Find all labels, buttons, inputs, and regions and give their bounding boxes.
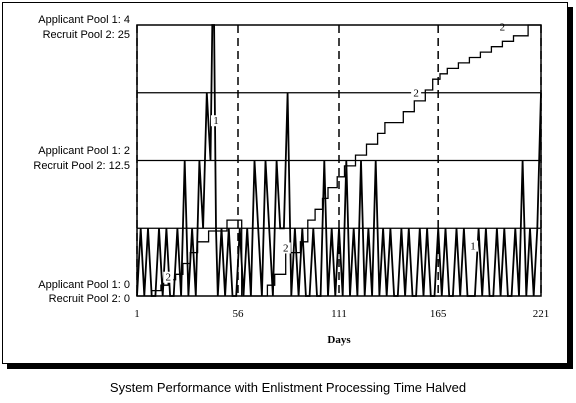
x-axis-label: Days: [327, 334, 351, 346]
x-tick-111: 111: [331, 308, 347, 320]
y-label-mid-applicant: Applicant Pool 1: 2: [38, 145, 130, 157]
series-label-2-5: 2: [413, 87, 419, 99]
series-label-1-2: 1: [470, 241, 476, 253]
series-label-2-6: 2: [500, 21, 506, 33]
series-label-bg-2: [468, 240, 479, 252]
series-label-bg-4: [280, 242, 291, 254]
y-label-bottom-recruit: Recruit Pool 2: 0: [49, 293, 130, 305]
series-label-2-4: 2: [283, 242, 289, 254]
x-tick-1: 1: [134, 308, 140, 320]
y-label-top-recruit: Recruit Pool 2: 25: [43, 29, 130, 41]
y-label-mid-recruit: Recruit Pool 2: 12.5: [33, 160, 130, 172]
x-tick-labels: 1 56 111 165 221: [134, 308, 549, 320]
series-label-bg-5: [411, 87, 422, 99]
series-label-bg-1: [210, 115, 221, 127]
series-label-bg-3: [163, 271, 174, 283]
series-2-line: [137, 24, 541, 297]
x-tick-56: 56: [233, 308, 245, 320]
y-label-bottom-applicant: Applicant Pool 1: 0: [38, 279, 130, 291]
series-label-bg-6: [497, 21, 508, 33]
y-label-top-applicant: Applicant Pool 1: 4: [38, 14, 130, 26]
series-label-1-1: 1: [213, 115, 219, 127]
plot-border: [136, 24, 542, 297]
series-label-2-3: 2: [165, 272, 171, 284]
x-tick-165: 165: [430, 308, 447, 320]
figure-caption: System Performance with Enlistment Proce…: [109, 380, 467, 395]
x-tick-221: 221: [533, 308, 550, 320]
